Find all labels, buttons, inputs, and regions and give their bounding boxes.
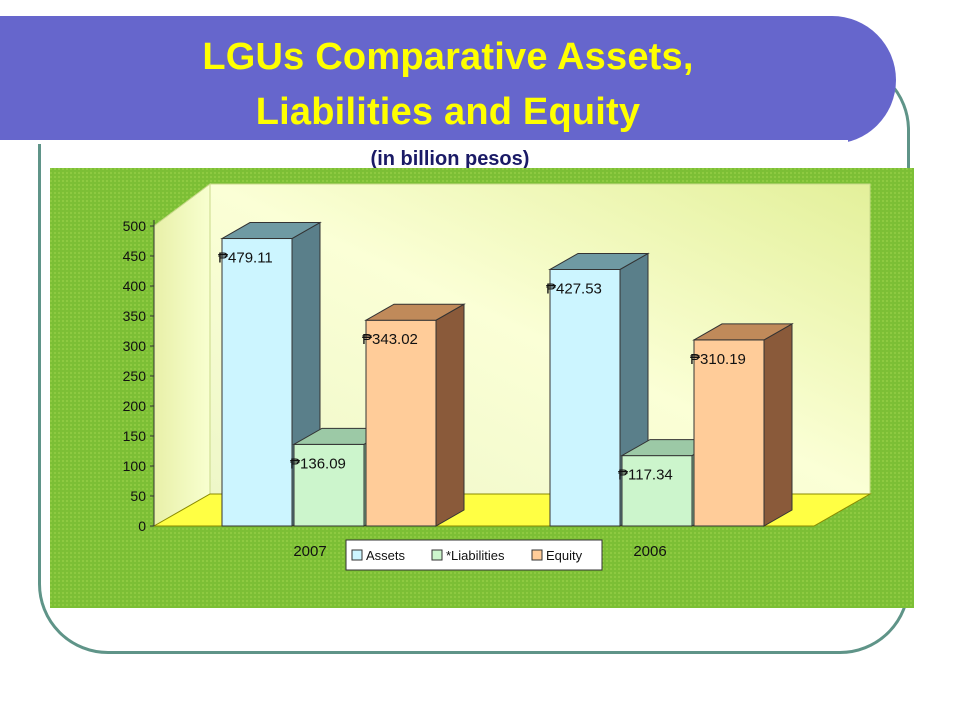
bar-assets-2006 bbox=[549, 268, 621, 527]
bar-chart: 0 50 100 150 200 250 300 350 400 450 500 ₱479.11 ₱13… bbox=[50, 168, 914, 608]
bar-side bbox=[435, 303, 465, 527]
bar-liabilities-2007 bbox=[293, 443, 365, 527]
x-tick-label: 2007 bbox=[293, 543, 326, 560]
title-banner: LGUs Comparative Assets, Liabilities and… bbox=[0, 16, 896, 144]
data-label: ₱479.11 bbox=[218, 250, 273, 267]
legend-swatch bbox=[351, 549, 363, 561]
bar-liabilities-2006 bbox=[621, 455, 693, 527]
y-tick-label: 450 bbox=[123, 248, 147, 264]
bar-equity-2007 bbox=[365, 319, 437, 527]
legend-label: *Liabilities bbox=[446, 548, 505, 563]
bar-top bbox=[548, 252, 650, 270]
y-tick-label: 400 bbox=[123, 278, 147, 294]
bar-top bbox=[220, 222, 322, 240]
chart-side-wall bbox=[153, 183, 211, 527]
bar-top bbox=[364, 303, 466, 321]
legend-box bbox=[345, 539, 603, 571]
chart-subtitle: (in billion pesos) bbox=[370, 148, 530, 170]
bar-side bbox=[763, 323, 793, 527]
title-line-2: Liabilities and Equity bbox=[255, 91, 641, 133]
title-line-1: LGUs Comparative Assets, bbox=[202, 36, 694, 78]
y-tick-label: 150 bbox=[123, 428, 147, 444]
x-tick-label: 2006 bbox=[633, 543, 666, 560]
legend-label: Assets bbox=[366, 548, 406, 563]
bar-assets-2007 bbox=[221, 238, 293, 527]
data-label: ₱310.19 bbox=[690, 351, 746, 368]
data-label: ₱136.09 bbox=[290, 455, 346, 472]
y-tick-label: 300 bbox=[123, 338, 147, 354]
y-tick-label: 200 bbox=[123, 398, 147, 414]
y-tick-label: 100 bbox=[123, 458, 147, 474]
y-tick-label: 50 bbox=[130, 488, 146, 504]
legend-label: Equity bbox=[546, 548, 583, 563]
data-label: ₱117.34 bbox=[618, 467, 673, 484]
legend-swatch bbox=[431, 549, 443, 561]
bar-top bbox=[692, 323, 794, 341]
y-tick-label: 250 bbox=[123, 368, 147, 384]
y-tick-label: 500 bbox=[123, 218, 147, 234]
chart-panel: 0 50 100 150 200 250 300 350 400 450 500 ₱479.11 ₱13… bbox=[50, 168, 914, 608]
y-tick-label: 350 bbox=[123, 308, 147, 324]
legend-swatch bbox=[531, 549, 543, 561]
data-label: ₱343.02 bbox=[362, 331, 418, 348]
data-label: ₱427.53 bbox=[546, 280, 602, 297]
bar-equity-2006 bbox=[693, 339, 765, 527]
title-underline bbox=[0, 140, 848, 144]
y-tick-label: 0 bbox=[138, 518, 146, 534]
